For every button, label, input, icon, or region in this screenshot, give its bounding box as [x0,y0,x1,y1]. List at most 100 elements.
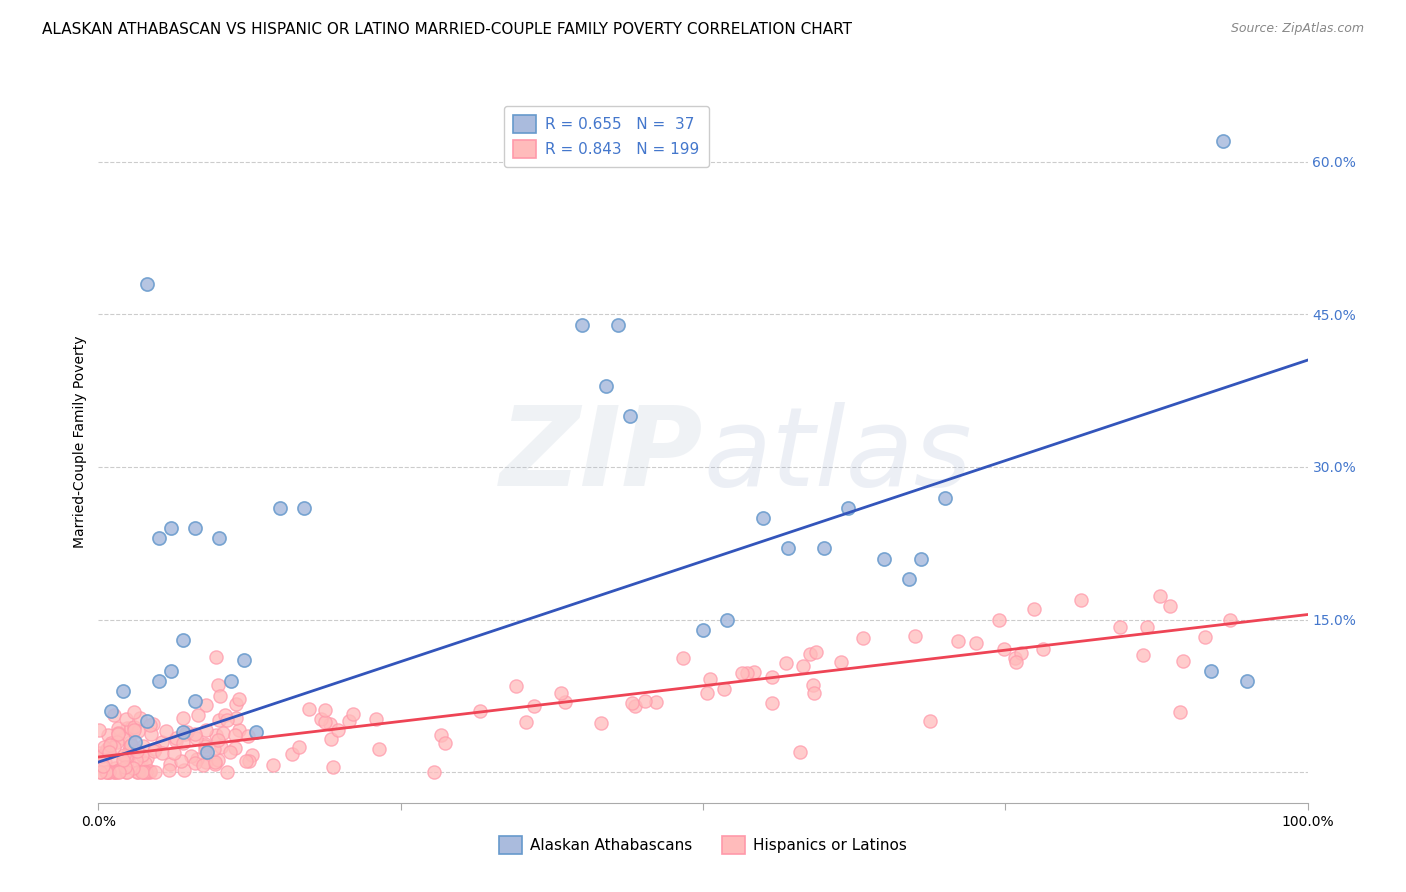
Point [319,717,342,731]
Point [143,741,166,756]
Point [607,318,630,332]
Point [215,765,238,780]
Point [114,760,136,774]
Point [191,758,214,772]
Point [184,521,207,535]
Point [731,665,754,680]
Point [830,655,852,669]
Point [115,754,138,768]
Point [124,735,146,749]
Point [699,672,721,686]
Point [621,696,644,710]
Point [240,748,263,763]
Point [98,738,121,752]
Point [209,739,232,754]
Point [127,765,149,780]
Point [208,690,231,704]
Point [1109,620,1132,634]
Point [752,511,775,525]
Point [159,756,181,771]
Point [789,745,811,759]
Point [423,765,446,780]
Point [934,491,956,505]
Point [430,729,453,743]
Point [202,741,225,756]
Point [97,745,120,759]
Point [96,742,118,756]
Point [195,698,218,712]
Point [122,705,145,719]
Point [127,765,149,780]
Point [1136,620,1159,634]
Point [897,572,920,586]
Point [692,623,714,637]
Point [120,741,142,756]
Point [125,744,148,758]
Point [187,707,209,722]
Point [117,721,139,735]
Point [172,736,194,750]
Point [150,746,173,760]
Point [115,750,138,764]
Point [342,707,364,722]
Point [1236,673,1258,688]
Point [515,714,537,729]
Point [155,724,177,739]
Point [207,678,229,692]
Point [208,531,231,545]
Point [148,531,170,545]
Point [1032,641,1054,656]
Point [131,747,153,762]
Point [215,713,238,727]
Point [112,731,135,745]
Point [124,723,146,738]
Point [139,764,162,779]
Text: Source: ZipAtlas.com: Source: ZipAtlas.com [1230,22,1364,36]
Point [314,703,336,717]
Point [135,714,157,729]
Point [91,748,114,763]
Point [228,691,250,706]
Point [97,765,120,780]
Point [194,737,217,751]
Point [207,714,229,728]
Y-axis label: Married-Couple Family Poverty: Married-Couple Family Poverty [73,335,87,548]
Point [468,704,491,718]
Point [93,739,115,754]
Point [115,712,138,726]
Point [111,684,134,698]
Point [120,738,142,752]
Point [948,634,970,648]
Point [339,714,361,728]
Point [269,500,291,515]
Point [803,686,825,700]
Point [321,732,343,747]
Text: ALASKAN ATHABASCAN VS HISPANIC OR LATINO MARRIED-COUPLE FAMILY POVERTY CORRELATI: ALASKAN ATHABASCAN VS HISPANIC OR LATINO… [42,22,852,37]
Point [1212,134,1234,148]
Point [775,656,797,670]
Point [184,727,207,741]
Point [1005,655,1028,669]
Point [314,714,336,729]
Point [366,712,388,726]
Point [1149,590,1171,604]
Point [1010,647,1032,661]
Point [634,694,657,708]
Point [204,755,226,769]
Point [1004,651,1026,665]
Point [103,765,125,780]
Point [761,696,783,710]
Point [204,649,226,664]
Point [104,765,127,780]
Point [238,754,260,768]
Point [624,698,647,713]
Point [115,765,138,780]
Point [368,742,391,756]
Point [218,745,240,759]
Point [918,714,941,728]
Point [103,707,125,722]
Point [205,728,228,742]
Point [172,632,194,647]
Point [91,748,114,763]
Point [100,736,122,750]
